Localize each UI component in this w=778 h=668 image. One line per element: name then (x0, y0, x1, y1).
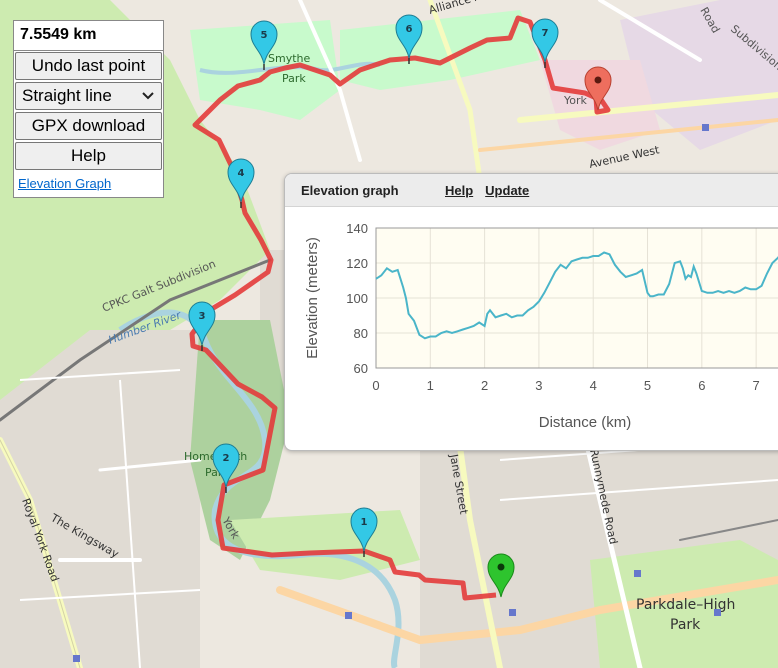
label-smythe: Smythe (268, 52, 310, 65)
label-york: York (563, 94, 588, 107)
elevation-update-link[interactable]: Update (485, 182, 530, 198)
marker-number: 4 (238, 168, 245, 179)
x-tick-label: 7 (753, 378, 760, 393)
marker-pin-icon (250, 20, 278, 65)
marker-pin-icon (531, 18, 559, 63)
marker-number: 5 (261, 30, 268, 41)
elevation-chart: 60 80 100 120 140 0 1 2 3 4 5 6 7 Distance (km) Elev… (304, 221, 778, 431)
y-tick-label: 120 (346, 256, 368, 271)
gpx-download-button[interactable]: GPX download (15, 112, 162, 140)
y-tick-label: 80 (354, 326, 368, 341)
route-marker-4[interactable]: 4 (227, 158, 255, 208)
y-tick-label: 100 (346, 291, 368, 306)
route-mode-label: Straight line (22, 86, 112, 105)
help-button[interactable]: Help (15, 142, 162, 170)
x-tick-label: 2 (481, 378, 488, 393)
y-axis-title: Elevation (meters) (304, 237, 321, 359)
plot-border (375, 227, 778, 369)
label-parkdale-park: Park (670, 617, 701, 633)
y-tick-label: 60 (354, 361, 368, 376)
marker-number: 6 (406, 24, 413, 35)
route-mode-select[interactable]: Straight line (15, 82, 162, 110)
marker-number: 2 (223, 453, 230, 464)
route-marker-1[interactable]: 1 (350, 507, 378, 557)
route-marker-6[interactable]: 6 (395, 14, 423, 64)
route-markers[interactable]: 1 2 3 4 5 6 7 (188, 14, 612, 598)
x-tick-label: 4 (590, 378, 597, 393)
marker-number: 7 (542, 28, 549, 39)
marker-pin-icon (395, 14, 423, 59)
marker-pin-icon (212, 443, 240, 488)
start-pin-icon (487, 553, 515, 598)
x-axis-title: Distance (km) (539, 414, 632, 431)
label-parkdale-high: Parkdale–High (636, 597, 735, 613)
elevation-panel-title: Elevation graph (301, 182, 399, 198)
marker-pin-icon (188, 301, 216, 346)
chevron-down-icon (142, 92, 154, 100)
x-tick-label: 0 (372, 378, 379, 393)
x-tick-label: 1 (427, 378, 434, 393)
y-tick-label: 140 (346, 221, 368, 236)
marker-number: 1 (361, 517, 368, 528)
x-tick-label: 5 (644, 378, 651, 393)
route-marker-7[interactable]: 7 (531, 18, 559, 68)
elevation-panel-header: Elevation graph Help Update (285, 174, 778, 207)
route-marker-5[interactable]: 5 (250, 20, 278, 70)
x-tick-label: 6 (698, 378, 705, 393)
marker-pin-icon (227, 158, 255, 203)
end-pin-icon (584, 66, 612, 111)
transit-stops (73, 124, 721, 662)
start-marker[interactable] (487, 553, 515, 598)
marker-number: 3 (199, 311, 206, 322)
control-panel: 7.5549 km Undo last point Straight line … (13, 20, 164, 198)
undo-button[interactable]: Undo last point (15, 52, 162, 80)
total-distance: 7.5549 km (14, 21, 163, 51)
route-marker-3[interactable]: 3 (188, 301, 216, 351)
humber-river (118, 309, 402, 668)
route-marker-2[interactable]: 2 (212, 443, 240, 493)
elevation-help-link[interactable]: Help (445, 182, 474, 198)
elevation-graph-link[interactable]: Elevation Graph (14, 172, 163, 197)
elevation-panel: Elevation graph Help Update 60 80 100 120 14… (284, 173, 778, 451)
x-tick-label: 3 (535, 378, 542, 393)
marker-pin-icon (350, 507, 378, 552)
label-smythe-park: Park (282, 72, 306, 85)
elevation-line (375, 251, 778, 340)
end-marker[interactable] (584, 66, 612, 111)
